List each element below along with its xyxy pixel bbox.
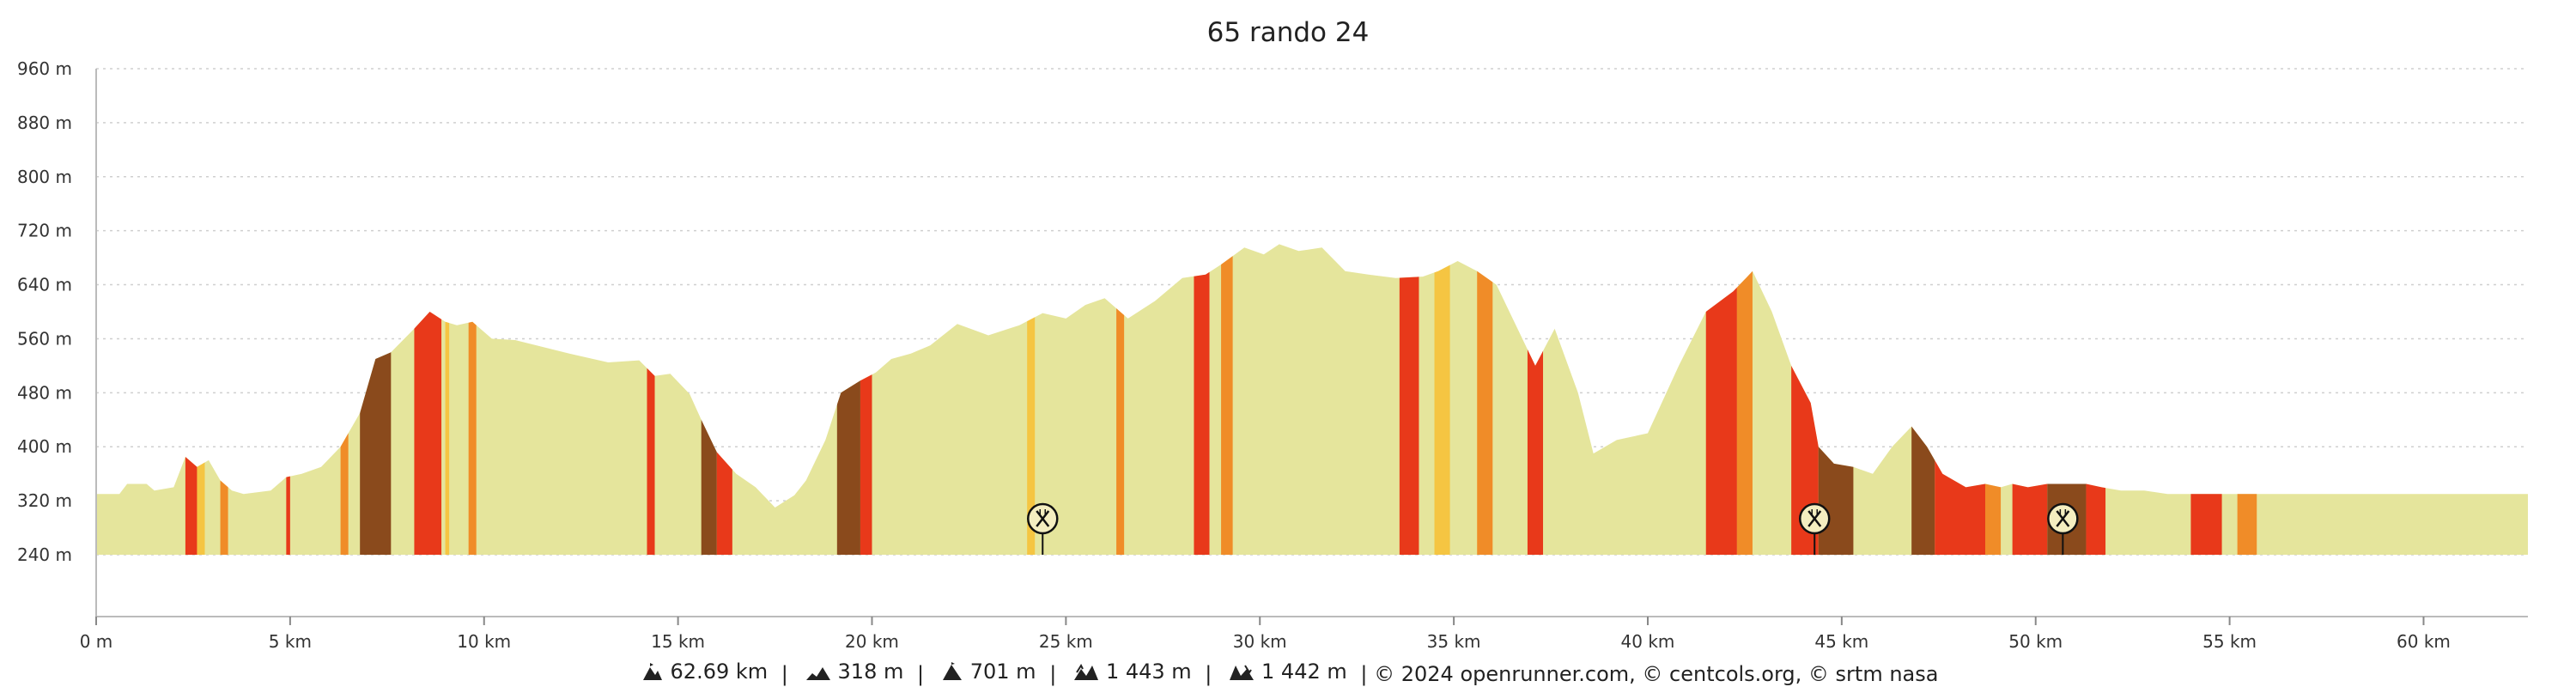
y-tick-label: 960 m [17, 58, 72, 79]
x-tick-label: 10 km [457, 631, 511, 652]
distance-stat: 62.69 km [638, 660, 769, 684]
gradient-stripe [1194, 244, 1210, 555]
y-tick-label: 800 m [17, 167, 72, 187]
cutlery-icon [1027, 502, 1059, 555]
gradient-stripe [185, 244, 197, 555]
y-axis-labels: 240 m 320 m 400 m 480 m 560 m 640 m 720 m 800 m… [17, 58, 72, 565]
gradient-stripe [1399, 244, 1419, 555]
x-tick-label: 35 km [1427, 631, 1481, 652]
x-tick-label: 5 km [269, 631, 312, 652]
gradient-stripe [445, 244, 450, 555]
x-tick-label: 55 km [2202, 631, 2257, 652]
cutlery-icon [1798, 502, 1831, 555]
gradient-stripe [836, 244, 860, 555]
x-axis-labels: 0 m 5 km 10 km 15 km 20 km 25 km 30 km 35 km 40 … [80, 631, 2451, 652]
y-tick-label: 720 m [17, 221, 72, 241]
separator: | [781, 662, 788, 686]
x-tick-label: 25 km [1039, 631, 1093, 652]
elevation-gain-icon [1073, 663, 1098, 680]
markers [1027, 502, 2079, 555]
gradient-stripe [1736, 244, 1753, 555]
gradient-stripe [2237, 244, 2257, 555]
ascent-icon [805, 667, 830, 680]
cutlery-icon [2047, 502, 2079, 555]
y-tick-label: 560 m [17, 328, 72, 349]
separator: | [1049, 662, 1057, 686]
elevation-loss-icon [1230, 665, 1255, 680]
elevation-gain-stat: 1 443 m [1070, 660, 1192, 684]
gradient-stripe [1221, 244, 1233, 555]
x-tick-label: 60 km [2397, 631, 2451, 652]
elevation-loss-stat: 1 442 m [1225, 660, 1347, 684]
x-tick-label: 30 km [1233, 631, 1287, 652]
elevation-chart: 240 m 320 m 400 m 480 m 560 m 640 m 720 m 800 m… [17, 58, 2528, 652]
gradient-stripe [701, 244, 717, 555]
gradient-stripe [1027, 244, 1036, 555]
gradient-stripe [1791, 244, 1819, 555]
x-tick-label: 20 km [845, 631, 899, 652]
gradient-stripe [1935, 244, 1986, 555]
distance-icon [642, 663, 662, 680]
chart-title: 65 rando 24 [1206, 17, 1370, 48]
gradient-stripe [860, 244, 872, 555]
max-altitude-icon [942, 662, 962, 680]
max-altitude-stat: 701 m [938, 660, 1036, 684]
y-tick-label: 240 m [17, 544, 72, 565]
gradient-stripe [716, 244, 732, 555]
x-tick-label: 40 km [1621, 631, 1675, 652]
gradient-stripe [1911, 244, 1935, 555]
y-tick-label: 320 m [17, 490, 72, 511]
gradient-stripe [1477, 244, 1493, 555]
gradient-stripe [1818, 244, 1854, 555]
gradient-stripe [340, 244, 349, 555]
x-tick-label: 50 km [2008, 631, 2063, 652]
gradient-stripe [286, 244, 290, 555]
x-axis-ticks [95, 617, 2425, 625]
gradient-stripe [1434, 244, 1450, 555]
gradient-stripe [2012, 244, 2048, 555]
gradient-stripe [1116, 244, 1125, 555]
x-tick-label: 45 km [1814, 631, 1868, 652]
separator: | [917, 662, 925, 686]
gradient-stripe [220, 244, 228, 555]
elevation-area [96, 244, 2528, 555]
gradient-stripe [360, 244, 392, 555]
credits: | © 2024 openrunner.com, © centcols.org,… [1360, 662, 1939, 686]
footer-stats: 62.69 km | 318 m | 701 m | 1 443 m | 1 4… [0, 660, 2576, 686]
gradient-stripe [414, 244, 430, 555]
gradient-stripe [1527, 244, 1544, 555]
x-tick-label: 15 km [651, 631, 705, 652]
gradient-stripe [429, 244, 442, 555]
gradient-stripe [197, 244, 205, 555]
y-tick-label: 880 m [17, 112, 72, 133]
gradient-stripe [1985, 244, 2002, 555]
gradient-stripe [2086, 244, 2106, 555]
elevation-loss-value: 1 442 m [1261, 660, 1347, 684]
elevation-gain-value: 1 443 m [1105, 660, 1192, 684]
ascent-stat: 318 m [802, 660, 904, 684]
distance-value: 62.69 km [670, 660, 769, 684]
gradient-stripe [2190, 244, 2222, 555]
gradient-stripe [468, 244, 477, 555]
gradient-stripe [2047, 244, 2087, 555]
y-tick-label: 480 m [17, 382, 72, 403]
ascent-value: 318 m [837, 660, 904, 684]
max-altitude-value: 701 m [969, 660, 1036, 684]
gradient-stripe [1705, 244, 1737, 555]
separator: | [1205, 662, 1212, 686]
y-tick-label: 400 m [17, 436, 72, 457]
y-tick-label: 640 m [17, 275, 72, 295]
x-tick-label: 0 m [80, 631, 113, 652]
gradient-stripe [647, 244, 655, 555]
